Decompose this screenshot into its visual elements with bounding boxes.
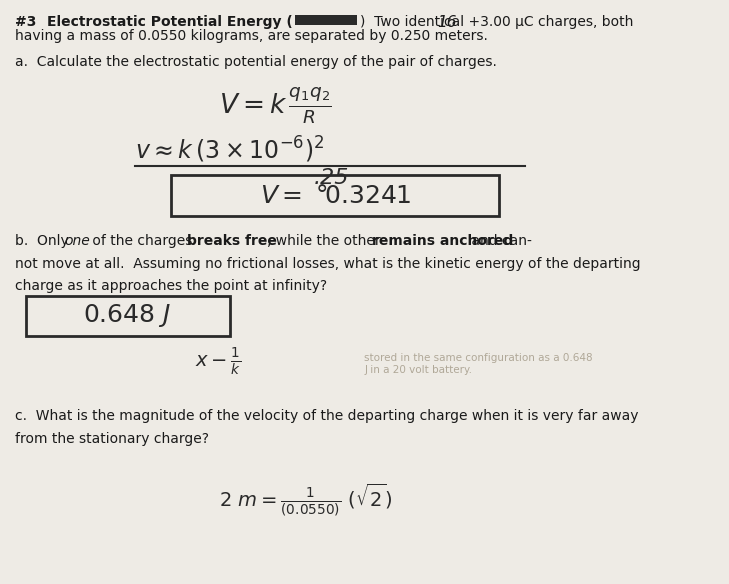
Text: b.  Only: b. Only	[15, 234, 73, 248]
Text: $v \approx k \,( 3 \times 10^{-6} )^{2}$: $v \approx k \,( 3 \times 10^{-6} )^{2}$	[135, 134, 324, 165]
Text: $x - \frac{1}{k}$: $x - \frac{1}{k}$	[195, 346, 242, 377]
Text: a.  Calculate the electrostatic potential energy of the pair of charges.: a. Calculate the electrostatic potential…	[15, 55, 496, 69]
Text: )  Two identical +3.00 μC charges, both: ) Two identical +3.00 μC charges, both	[360, 15, 634, 29]
Text: .25: .25	[313, 168, 349, 188]
Text: and can-: and can-	[467, 234, 531, 248]
Text: charge as it approaches the point at infinity?: charge as it approaches the point at inf…	[15, 279, 327, 293]
Text: Electrostatic Potential Energy (: Electrostatic Potential Energy (	[47, 15, 293, 29]
Text: one: one	[64, 234, 90, 248]
Text: c.  What is the magnitude of the velocity of the departing charge when it is ver: c. What is the magnitude of the velocity…	[15, 409, 638, 423]
Text: J in a 20 volt battery.: J in a 20 volt battery.	[364, 365, 472, 375]
Text: $2\ m = \frac{1}{(0.0550)}\ (\sqrt{2})$: $2\ m = \frac{1}{(0.0550)}\ (\sqrt{2})$	[219, 482, 392, 518]
Text: #3: #3	[15, 15, 46, 29]
Text: $V =\ \degree\!0.3241$: $V =\ \degree\!0.3241$	[260, 183, 411, 208]
Text: of the charges: of the charges	[88, 234, 197, 248]
Text: not move at all.  Assuming no frictional losses, what is the kinetic energy of t: not move at all. Assuming no frictional …	[15, 257, 640, 271]
Text: stored in the same configuration as a 0.648: stored in the same configuration as a 0.…	[364, 353, 593, 363]
Text: , while the other: , while the other	[267, 234, 385, 248]
Bar	[295, 15, 357, 25]
Text: from the stationary charge?: from the stationary charge?	[15, 432, 208, 446]
Text: breaks free: breaks free	[187, 234, 276, 248]
Text: having a mass of 0.0550 kilograms, are separated by 0.250 meters.: having a mass of 0.0550 kilograms, are s…	[15, 29, 488, 43]
Text: $0.648\ J$: $0.648\ J$	[83, 303, 172, 329]
Text: remains anchored: remains anchored	[372, 234, 513, 248]
Text: $V = k \, \frac{q_1 q_2}{R}$: $V = k \, \frac{q_1 q_2}{R}$	[219, 85, 332, 126]
Text: 16: 16	[437, 15, 457, 30]
